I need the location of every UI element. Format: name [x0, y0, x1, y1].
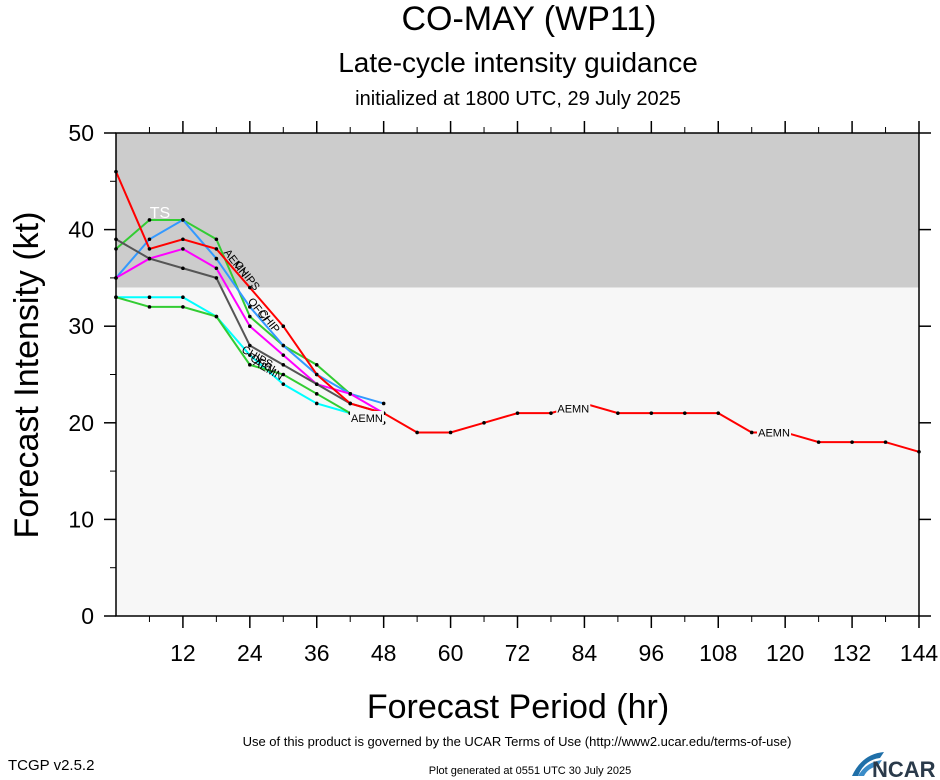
data-point — [147, 295, 152, 300]
data-point — [448, 430, 453, 435]
chart-init-time: initialized at 1800 UTC, 29 July 2025 — [355, 88, 681, 110]
y-tick-label: 0 — [81, 603, 94, 629]
data-point — [248, 363, 252, 367]
ncar-logo-icon — [852, 752, 884, 776]
data-point — [181, 266, 185, 271]
x-axis-label: Forecast Period (hr) — [367, 688, 669, 726]
ncar-logo: NCAR — [852, 752, 936, 780]
data-point — [248, 285, 252, 290]
data-point — [248, 314, 252, 319]
plot-background — [116, 133, 919, 616]
plot-series: AEMN AEMN AEMN — [114, 169, 921, 454]
y-tick-label: 50 — [68, 120, 94, 146]
data-point — [314, 372, 319, 377]
x-tick-label: 60 — [438, 640, 464, 666]
ncar-logo-text: NCAR — [872, 757, 936, 780]
x-tick-label: 48 — [371, 640, 397, 666]
x-tick-label: 144 — [900, 640, 939, 666]
y-tick-label: 10 — [68, 506, 94, 532]
plot-generated-text: Plot generated at 0551 UTC 30 July 2025 — [429, 765, 631, 777]
data-point — [248, 353, 252, 357]
data-point — [816, 440, 821, 444]
data-point — [314, 382, 319, 386]
y-tick-label: 20 — [68, 410, 94, 436]
data-point — [214, 314, 219, 319]
x-tick-label: 36 — [304, 640, 330, 666]
series-label: AEMN — [557, 403, 589, 415]
data-point — [214, 266, 219, 271]
data-point — [649, 411, 654, 415]
series-line-green — [115, 218, 351, 395]
data-point — [616, 411, 620, 415]
data-point — [214, 247, 219, 251]
data-point — [314, 401, 319, 406]
x-tick-label: 24 — [237, 640, 263, 666]
data-point — [348, 392, 353, 396]
data-point — [348, 401, 353, 406]
data-point — [181, 295, 185, 300]
data-point — [883, 440, 888, 444]
data-point — [248, 324, 252, 329]
data-point — [181, 237, 185, 242]
data-point — [181, 305, 185, 309]
plot-ticks: 0 10 20 30 40 50 12 24 36 48 60 72 84 96 108 120 132 144 — [68, 120, 938, 666]
data-point — [749, 430, 754, 435]
data-point — [482, 421, 486, 425]
data-point — [314, 392, 319, 396]
data-point — [314, 363, 319, 367]
data-point — [214, 276, 219, 280]
tropical-storm-label: TS — [150, 205, 170, 222]
data-point — [214, 256, 219, 261]
data-point — [214, 237, 219, 242]
series-line-green — [115, 296, 351, 415]
data-point — [248, 305, 252, 309]
series-label: AEMN — [758, 427, 790, 439]
x-tick-label: 108 — [699, 640, 737, 666]
series-label-bg — [556, 401, 591, 415]
data-point — [147, 247, 152, 251]
data-point — [281, 382, 286, 386]
x-tick-label: 12 — [170, 640, 196, 666]
data-point — [147, 237, 152, 242]
data-point — [281, 363, 286, 367]
data-point — [147, 305, 152, 309]
data-point — [181, 247, 185, 251]
chart-title: CO-MAY (WP11) — [401, 0, 656, 38]
data-point — [281, 343, 286, 348]
data-point — [281, 353, 286, 357]
version-text: TCGP v2.5.2 — [8, 757, 94, 774]
terms-of-use-text: Use of this product is governed by the U… — [243, 734, 792, 749]
x-tick-label: 120 — [766, 640, 804, 666]
x-tick-label: 84 — [572, 640, 598, 666]
x-tick-label: 96 — [639, 640, 665, 666]
chart-subtitle: Late-cycle intensity guidance — [338, 47, 698, 78]
data-point — [248, 343, 252, 348]
data-point — [147, 256, 152, 261]
data-point — [281, 324, 286, 329]
data-point — [850, 440, 854, 444]
data-point — [181, 218, 185, 222]
x-tick-label: 72 — [505, 640, 531, 666]
data-point — [381, 401, 386, 406]
data-point — [716, 411, 721, 415]
y-tick-label: 40 — [68, 217, 94, 243]
data-point — [147, 218, 152, 222]
series-label: AEMN — [351, 413, 383, 425]
y-axis-label: Forecast Intensity (kt) — [8, 212, 46, 539]
data-point — [682, 411, 687, 415]
ts-band — [116, 133, 919, 288]
data-point — [515, 411, 520, 415]
data-point — [281, 372, 286, 377]
data-point — [415, 430, 419, 435]
x-tick-label: 132 — [833, 640, 871, 666]
series-label-bg — [349, 410, 384, 424]
series-label-bg — [757, 425, 792, 439]
below-ts-band — [116, 287, 919, 616]
y-tick-label: 30 — [68, 313, 94, 339]
data-point — [549, 411, 553, 415]
